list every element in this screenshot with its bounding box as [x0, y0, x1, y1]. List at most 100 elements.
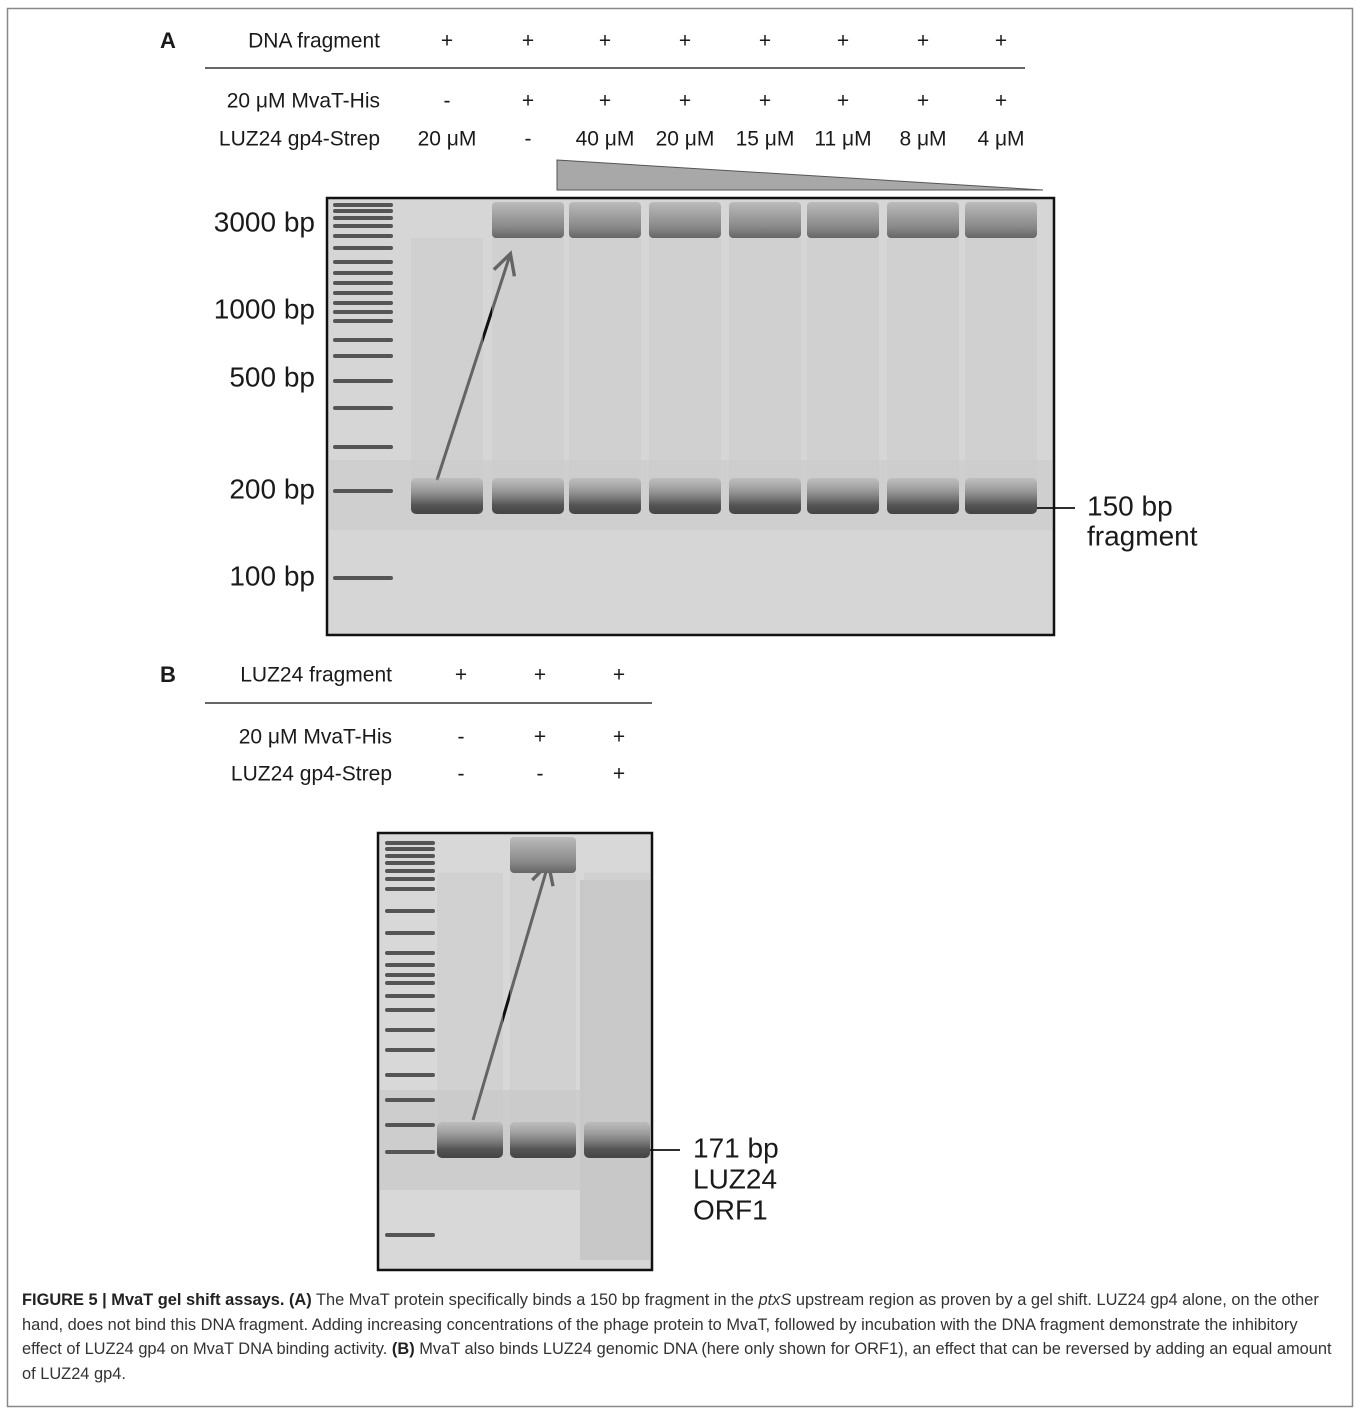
size-marker: 100 bp [229, 560, 315, 591]
size-marker: 200 bp [229, 473, 315, 504]
ladder-band [385, 877, 435, 881]
lane-smear [887, 238, 959, 498]
lane-condition: + [995, 90, 1007, 113]
row-label: DNA fragment [248, 30, 380, 53]
size-marker: 3000 bp [214, 206, 315, 237]
ladder-band [333, 338, 393, 342]
ladder-band [333, 203, 393, 207]
size-marker: 1000 bp [214, 293, 315, 324]
ladder-band [385, 1073, 435, 1077]
ladder-band [385, 1048, 435, 1052]
lane-smear [569, 238, 641, 498]
lane-condition: - [537, 763, 544, 786]
lane-condition: 20 μM [418, 128, 477, 151]
lane-smear [492, 238, 564, 498]
row-label: 20 μM MvaT-His [227, 90, 380, 113]
lane-condition: + [534, 726, 546, 749]
ladder-band [385, 981, 435, 985]
row-label: LUZ24 gp4-Strep [219, 128, 380, 151]
lane-condition: + [613, 726, 625, 749]
lane-condition: + [599, 30, 611, 53]
ladder-band [385, 1098, 435, 1102]
dna-band [411, 478, 483, 514]
ladder-band [385, 931, 435, 935]
ladder-band [333, 489, 393, 493]
band-label: ORF1 [693, 1194, 768, 1225]
caption-title: FIGURE 5 | MvaT gel shift assays. [22, 1291, 284, 1309]
ladder-band [333, 354, 393, 358]
ladder-band [333, 379, 393, 383]
row-label: LUZ24 fragment [240, 664, 392, 687]
lane-smear [965, 238, 1037, 498]
ladder-band [385, 1233, 435, 1237]
dna-band [492, 478, 564, 514]
ladder-band [333, 246, 393, 250]
ladder-band [333, 271, 393, 275]
dna-band [569, 478, 641, 514]
well-band [729, 202, 801, 238]
ladder-band [333, 406, 393, 410]
lane-condition: + [837, 90, 849, 113]
caption-label: (A) [289, 1291, 312, 1309]
ladder-band [333, 260, 393, 264]
well-band [807, 202, 879, 238]
figure-graphics: ADNA fragment++++++++20 μM MvaT-His-++++… [0, 0, 1360, 1415]
caption-italic: ptxS [758, 1291, 791, 1309]
well-band [965, 202, 1037, 238]
lane-condition: + [759, 30, 771, 53]
caption-label: (B) [392, 1340, 415, 1358]
ladder-band [333, 216, 393, 220]
ladder-band [385, 847, 435, 851]
caption-text: The MvaT protein specifically binds a 15… [316, 1291, 754, 1309]
ladder-band [385, 861, 435, 865]
lane-condition: - [444, 90, 451, 113]
lane-smear [510, 873, 576, 1142]
ladder-band [385, 994, 435, 998]
lane-condition: 15 μM [736, 128, 795, 151]
ladder-band [385, 973, 435, 977]
lane-condition: + [599, 90, 611, 113]
lane-condition: + [679, 90, 691, 113]
lane-condition: 11 μM [814, 128, 871, 151]
ladder-band [333, 310, 393, 314]
size-marker: 500 bp [229, 361, 315, 392]
ladder-band [385, 1150, 435, 1154]
panel-label: B [160, 662, 176, 687]
row-label: 20 μM MvaT-His [239, 726, 392, 749]
ladder-band [333, 209, 393, 213]
lane-condition: + [995, 30, 1007, 53]
lane-smear [584, 873, 650, 1142]
row-label: LUZ24 gp4-Strep [231, 763, 392, 786]
lane-condition: + [613, 664, 625, 687]
band-label: 150 bp [1087, 490, 1173, 521]
ladder-band [385, 1008, 435, 1012]
dna-band [437, 1122, 503, 1158]
lane-smear [411, 238, 483, 498]
lane-smear [729, 238, 801, 498]
figure: ADNA fragment++++++++20 μM MvaT-His-++++… [0, 0, 1360, 1415]
lane-condition: + [917, 90, 929, 113]
dna-band [965, 478, 1037, 514]
lane-condition: + [522, 30, 534, 53]
lane-condition: + [679, 30, 691, 53]
dna-band [510, 1122, 576, 1158]
lane-condition: + [441, 30, 453, 53]
lane-condition: 4 μM [977, 128, 1024, 151]
ladder-band [385, 887, 435, 891]
ladder-band [385, 963, 435, 967]
ladder-band [333, 319, 393, 323]
ladder-band [385, 909, 435, 913]
lane-condition: + [522, 90, 534, 113]
lane-condition: 8 μM [899, 128, 946, 151]
well-band [649, 202, 721, 238]
lane-condition: + [534, 664, 546, 687]
ladder-band [385, 1123, 435, 1127]
dna-band [649, 478, 721, 514]
lane-condition: + [455, 664, 467, 687]
ladder-band [333, 234, 393, 238]
lane-condition: - [458, 763, 465, 786]
dna-band [584, 1122, 650, 1158]
lane-condition: - [525, 128, 532, 151]
lane-condition: + [759, 90, 771, 113]
ladder-band [385, 854, 435, 858]
